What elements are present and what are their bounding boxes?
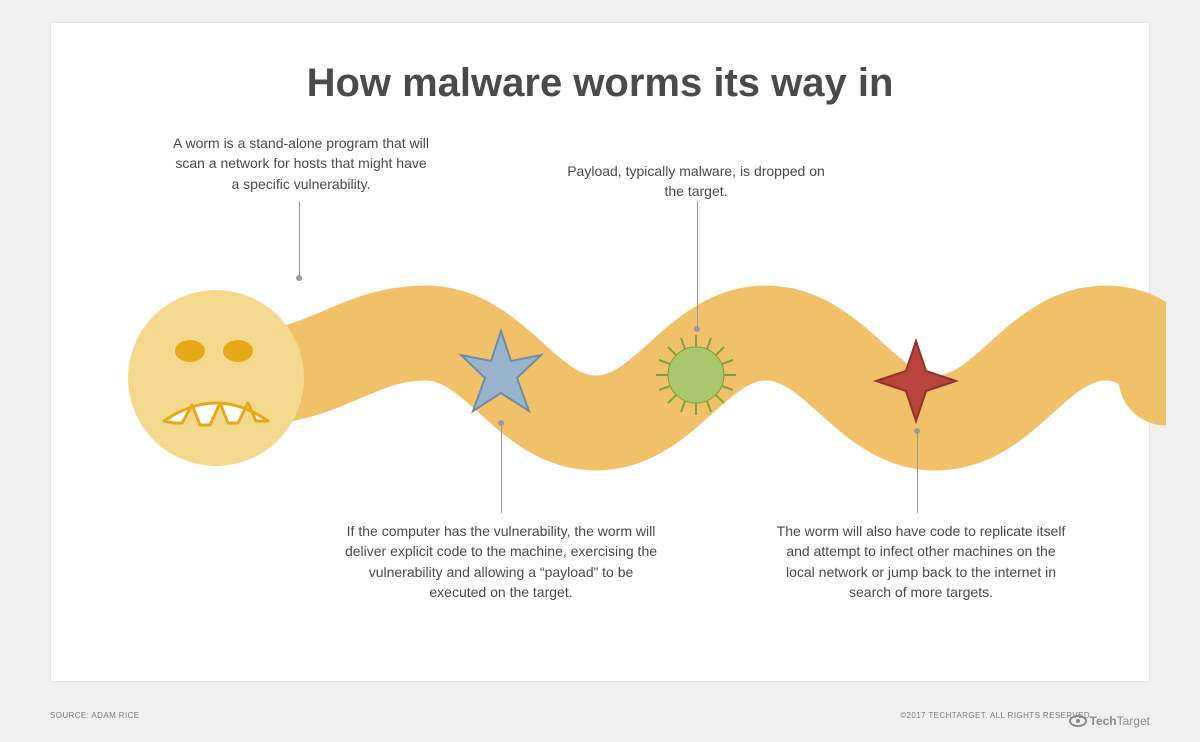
- callout-dot: [694, 326, 700, 332]
- callout-text: If the computer has the vulnerability, t…: [345, 523, 657, 600]
- worm-illustration: [126, 263, 1166, 483]
- infographic-canvas: How malware worms its way in: [50, 22, 1150, 682]
- worm-eye-right: [223, 340, 253, 362]
- callout-text: The worm will also have code to replicat…: [777, 523, 1066, 600]
- sunburst-icon: [656, 335, 736, 415]
- logo-text: TechTarget: [1090, 714, 1150, 728]
- callout-deliver: If the computer has the vulnerability, t…: [341, 521, 661, 602]
- callout-replicate: The worm will also have code to replicat…: [771, 521, 1071, 602]
- techtarget-logo: TechTarget: [1069, 714, 1150, 728]
- callout-line: [501, 423, 502, 513]
- callout-dot: [296, 275, 302, 281]
- callout-text: Payload, typically malware, is dropped o…: [567, 163, 825, 199]
- callout-payload: Payload, typically malware, is dropped o…: [556, 161, 836, 202]
- callout-line: [697, 201, 698, 329]
- footer-copyright: ©2017 TECHTARGET. ALL RIGHTS RESERVED: [900, 711, 1090, 720]
- callout-dot: [498, 420, 504, 426]
- worm-head: [128, 290, 304, 466]
- eye-icon: [1069, 715, 1087, 727]
- worm-eye-left: [175, 340, 205, 362]
- footer-source: SOURCE: ADAM RICE: [50, 711, 139, 720]
- callout-line: [917, 431, 918, 513]
- callout-worm-def: A worm is a stand-alone program that wil…: [171, 133, 431, 194]
- callout-line: [299, 201, 300, 278]
- callout-text: A worm is a stand-alone program that wil…: [173, 135, 429, 192]
- callout-dot: [914, 428, 920, 434]
- infographic-title: How malware worms its way in: [51, 61, 1149, 106]
